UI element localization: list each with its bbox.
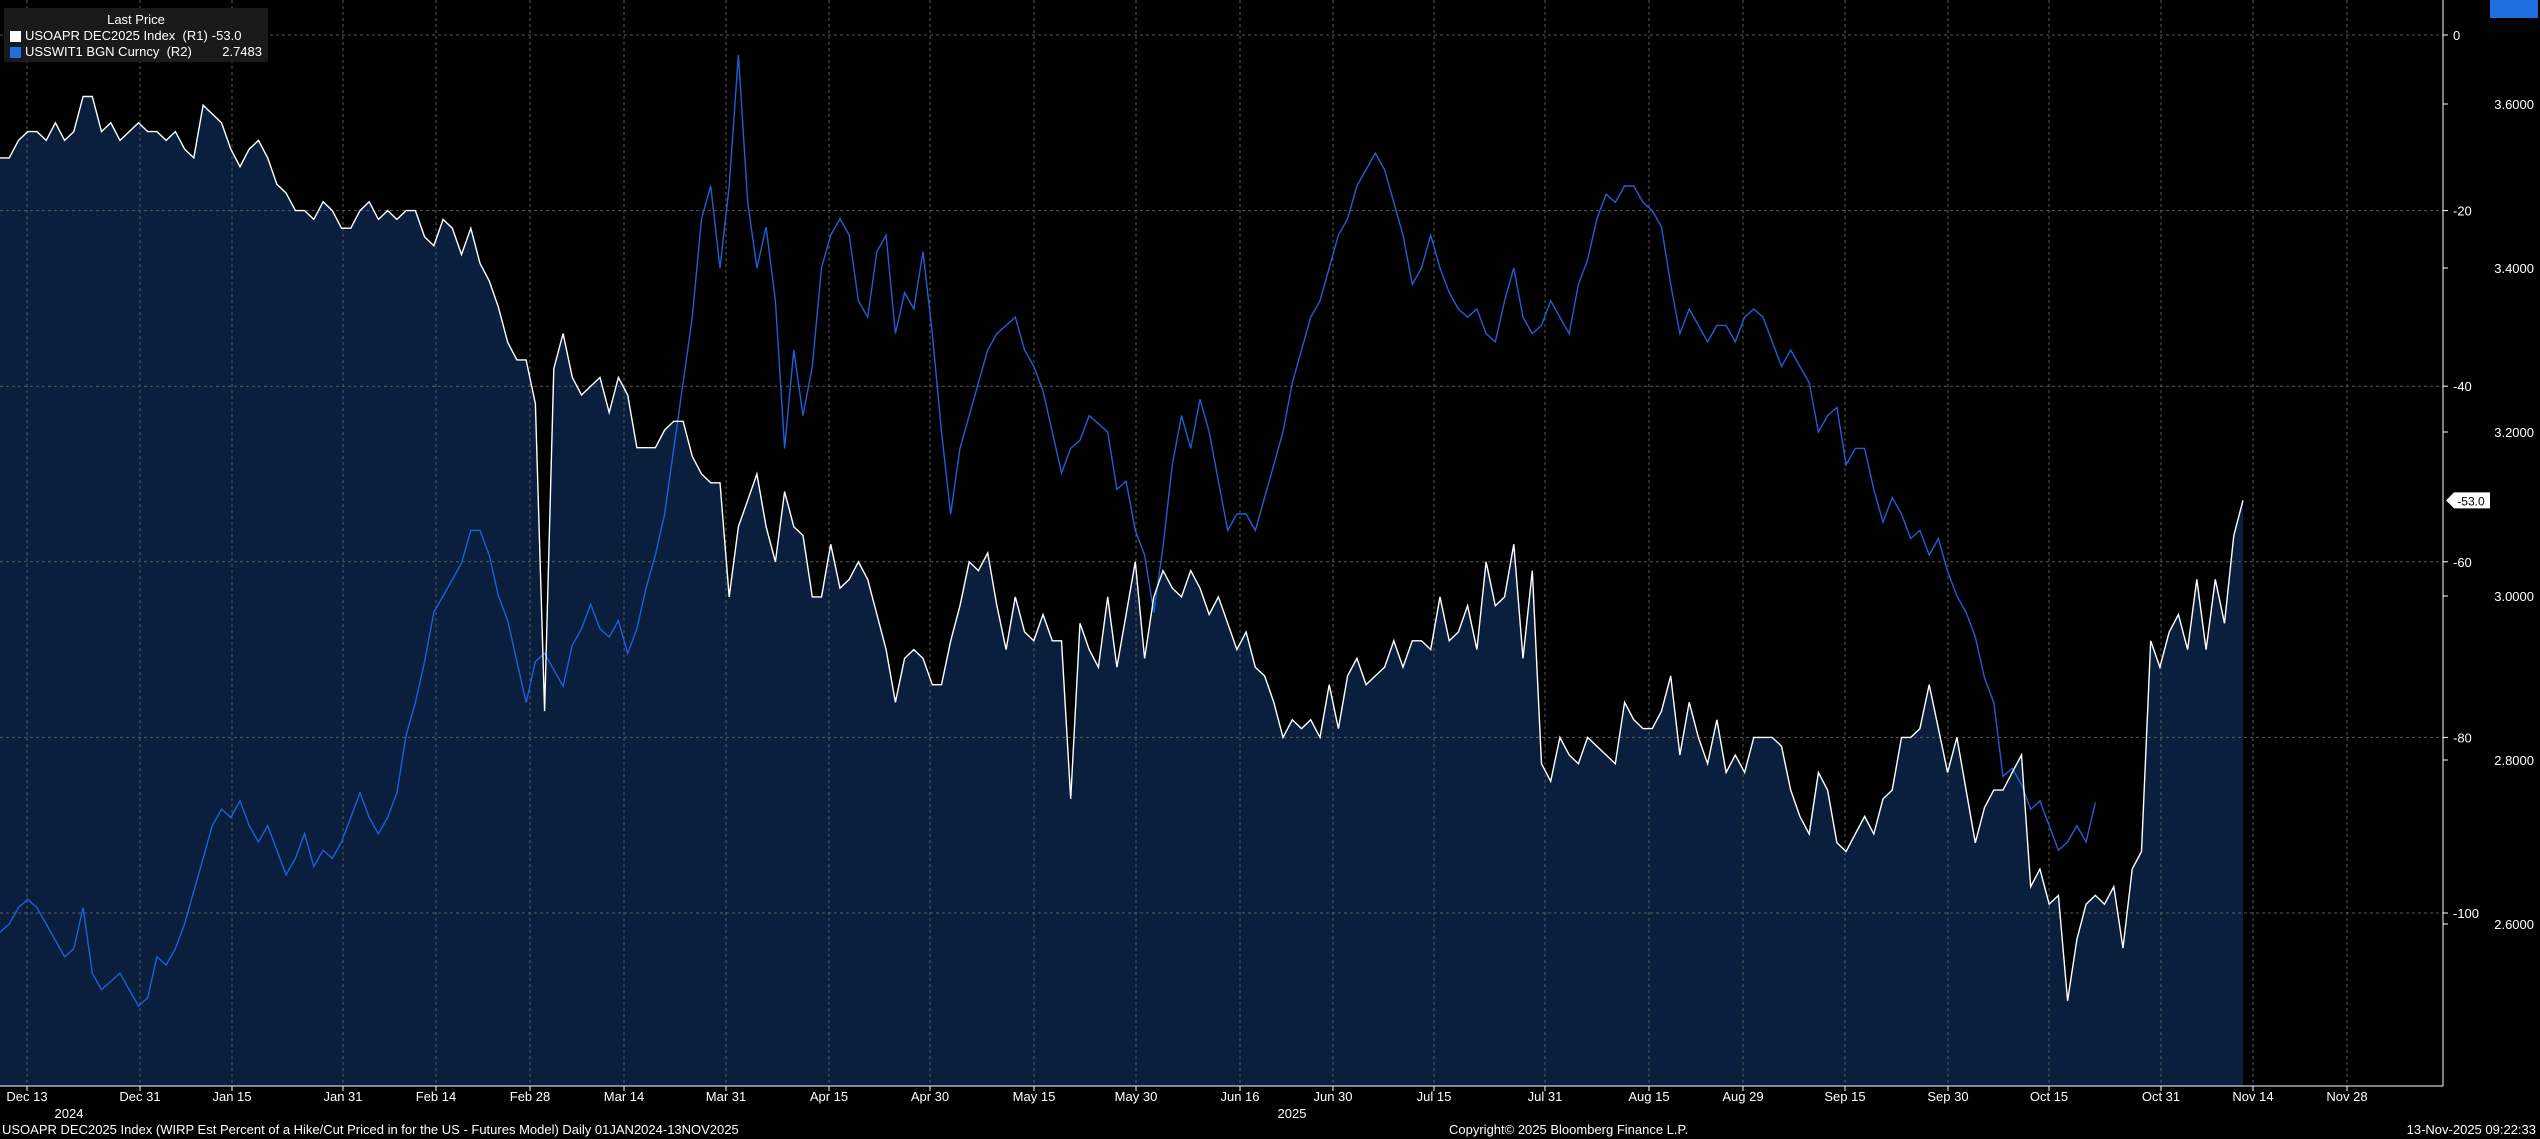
x-tick-label: Sep 15 — [1824, 1089, 1865, 1104]
legend-series2-label: USSWIT1 BGN Curncy (R2) — [25, 44, 192, 59]
r2-tick-label: 2.8000 — [2494, 753, 2534, 768]
legend-swatch-white — [10, 30, 21, 42]
x-tick-label: Apr 30 — [911, 1089, 949, 1104]
x-tick-label: Jan 15 — [212, 1089, 251, 1104]
line-layer — [0, 54, 2244, 1008]
x-tick-label: Oct 31 — [2142, 1089, 2180, 1104]
r1-last-badge-text: -53.0 — [2457, 494, 2485, 508]
x-tick-label: Feb 14 — [416, 1089, 456, 1104]
x-tick-label: May 15 — [1013, 1089, 1056, 1104]
x-tick-label: Aug 15 — [1628, 1089, 1669, 1104]
x-tick-label: Sep 30 — [1927, 1089, 1968, 1104]
r1-tick-label: -100 — [2453, 906, 2479, 921]
year-label: 2025 — [1278, 1106, 1307, 1121]
r2-last-badge-text: 2.7483 — [2496, 0, 2533, 3]
x-tick-label: Mar 31 — [706, 1089, 746, 1104]
r1-tick-label: -80 — [2453, 730, 2472, 745]
x-tick-label: Mar 14 — [604, 1089, 644, 1104]
footer-description: USOAPR DEC2025 Index (WIRP Est Percent o… — [2, 1122, 739, 1137]
grid-layer — [0, 0, 2443, 1086]
r2-tick-label: 3.4000 — [2494, 261, 2534, 276]
r2-tick-label: 2.6000 — [2494, 917, 2534, 932]
r2-tick-label: 3.0000 — [2494, 589, 2534, 604]
footer-copyright: Copyright© 2025 Bloomberg Finance L.P. — [1449, 1122, 1689, 1137]
x-tick-label: Jul 15 — [1417, 1089, 1452, 1104]
legend-swatch-blue — [10, 46, 21, 58]
r1-tick-label: -20 — [2453, 204, 2472, 219]
x-tick-label: Jun 16 — [1220, 1089, 1259, 1104]
x-tick-label: Apr 15 — [810, 1089, 848, 1104]
r1-tick-label: -40 — [2453, 379, 2472, 394]
r1-tick-label: 0 — [2453, 28, 2460, 43]
r1-tick-label: -60 — [2453, 555, 2472, 570]
x-tick-label: Nov 28 — [2326, 1089, 2367, 1104]
footer-timestamp: 13-Nov-2025 09:22:33 — [2406, 1122, 2536, 1137]
legend-row-series2: USSWIT1 BGN Curncy (R2) 2.7483 — [4, 44, 268, 60]
legend-series1-value: -53.0 — [211, 28, 242, 43]
r2-tick-label: 3.2000 — [2494, 425, 2534, 440]
r2-last-badge — [2490, 0, 2538, 18]
x-tick-label: Oct 15 — [2030, 1089, 2068, 1104]
series1-line — [0, 95, 2244, 1001]
legend-title: Last Price — [107, 12, 165, 27]
x-tick-label: Dec 13 — [6, 1089, 47, 1104]
x-tick-label: Dec 31 — [119, 1089, 160, 1104]
r2-tick-label: 3.6000 — [2494, 97, 2534, 112]
x-tick-label: Feb 28 — [510, 1089, 550, 1104]
year-label: 2024 — [55, 1106, 84, 1121]
x-tick-label: Jan 31 — [323, 1089, 362, 1104]
legend-series2-value: 2.7483 — [222, 44, 262, 59]
legend: Last Price USOAPR DEC2025 Index (R1) -53… — [4, 8, 268, 62]
legend-series1-label: USOAPR DEC2025 Index (R1) — [25, 28, 208, 43]
series2-line — [0, 54, 2096, 1008]
x-tick-label: Aug 29 — [1722, 1089, 1763, 1104]
x-tick-label: May 30 — [1115, 1089, 1158, 1104]
legend-row-series1: USOAPR DEC2025 Index (R1) -53.0 — [4, 28, 268, 44]
x-tick-label: Jun 30 — [1313, 1089, 1352, 1104]
x-tick-label: Nov 14 — [2232, 1089, 2273, 1104]
x-tick-label: Jul 31 — [1528, 1089, 1563, 1104]
r1-last-badge — [2446, 492, 2490, 509]
